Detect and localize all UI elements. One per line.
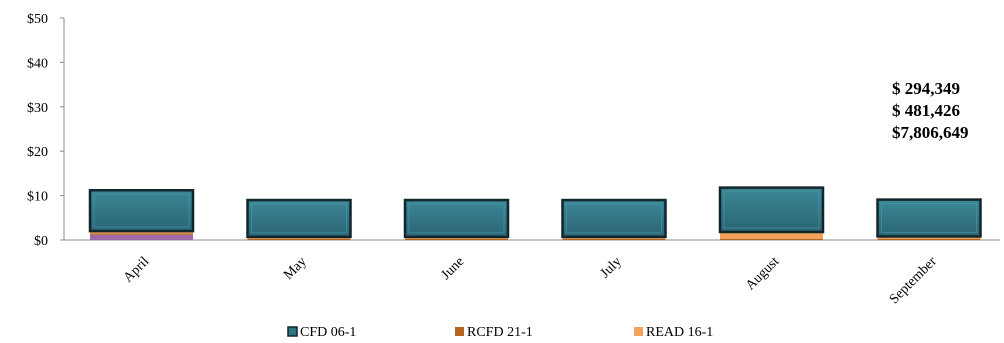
value-annotation: $7,806,649: [892, 123, 969, 142]
bar-bevel: [93, 193, 190, 228]
category-label: September: [887, 254, 940, 307]
bar-bevel: [723, 191, 820, 229]
y-tick-label: $0: [34, 234, 48, 249]
y-tick-label: $40: [27, 56, 48, 71]
bars-group: [88, 186, 982, 240]
y-tick-label: $10: [27, 190, 48, 205]
value-annotation: $ 481,426: [892, 101, 960, 120]
y-tick-label: $30: [27, 101, 48, 116]
legend-label: READ 16-1: [646, 325, 713, 340]
legend-swatch: [455, 327, 464, 336]
bar-bevel: [566, 203, 662, 234]
bar-segment: [562, 238, 666, 240]
bar-bevel: [251, 203, 347, 234]
value-annotation: $ 294,349: [892, 79, 960, 98]
bar-segment: [88, 189, 195, 233]
category-label: May: [281, 254, 310, 283]
category-label: April: [121, 254, 153, 286]
legend-label: CFD 06-1: [300, 325, 356, 340]
category-label: July: [598, 254, 625, 281]
y-tick-label: $20: [27, 145, 48, 160]
legend-swatch: [287, 326, 298, 337]
bar-segment: [90, 233, 193, 235]
legend-label: RCFD 21-1: [467, 325, 533, 340]
bar-bevel: [881, 203, 977, 233]
bar-segment: [403, 198, 510, 239]
bar-segment: [876, 198, 982, 238]
legend-swatch: [634, 327, 643, 336]
bar-segment: [718, 186, 825, 234]
legend: CFD 06-1 RCFD 21-1 READ 16-1: [287, 325, 713, 340]
bar-segment: [720, 232, 823, 239]
category-label: August: [743, 254, 782, 293]
y-tick-label: $50: [27, 12, 48, 27]
annotations: $ 294,349 $ 481,426 $7,806,649: [892, 79, 969, 142]
category-label: June: [439, 254, 468, 283]
bar-segment: [720, 238, 823, 240]
bar-segment: [877, 238, 981, 240]
bar-segment: [561, 198, 667, 239]
bar-segment: [247, 238, 351, 240]
y-tick-labels: $0 $10 $20 $30 $40 $50: [27, 12, 48, 249]
bar-segment: [90, 234, 193, 240]
bar-segment: [405, 238, 508, 240]
bar-segment: [246, 198, 352, 239]
category-labels: April May June July August September: [121, 254, 940, 307]
y-axis: [60, 17, 1000, 241]
bar-bevel: [408, 203, 505, 234]
